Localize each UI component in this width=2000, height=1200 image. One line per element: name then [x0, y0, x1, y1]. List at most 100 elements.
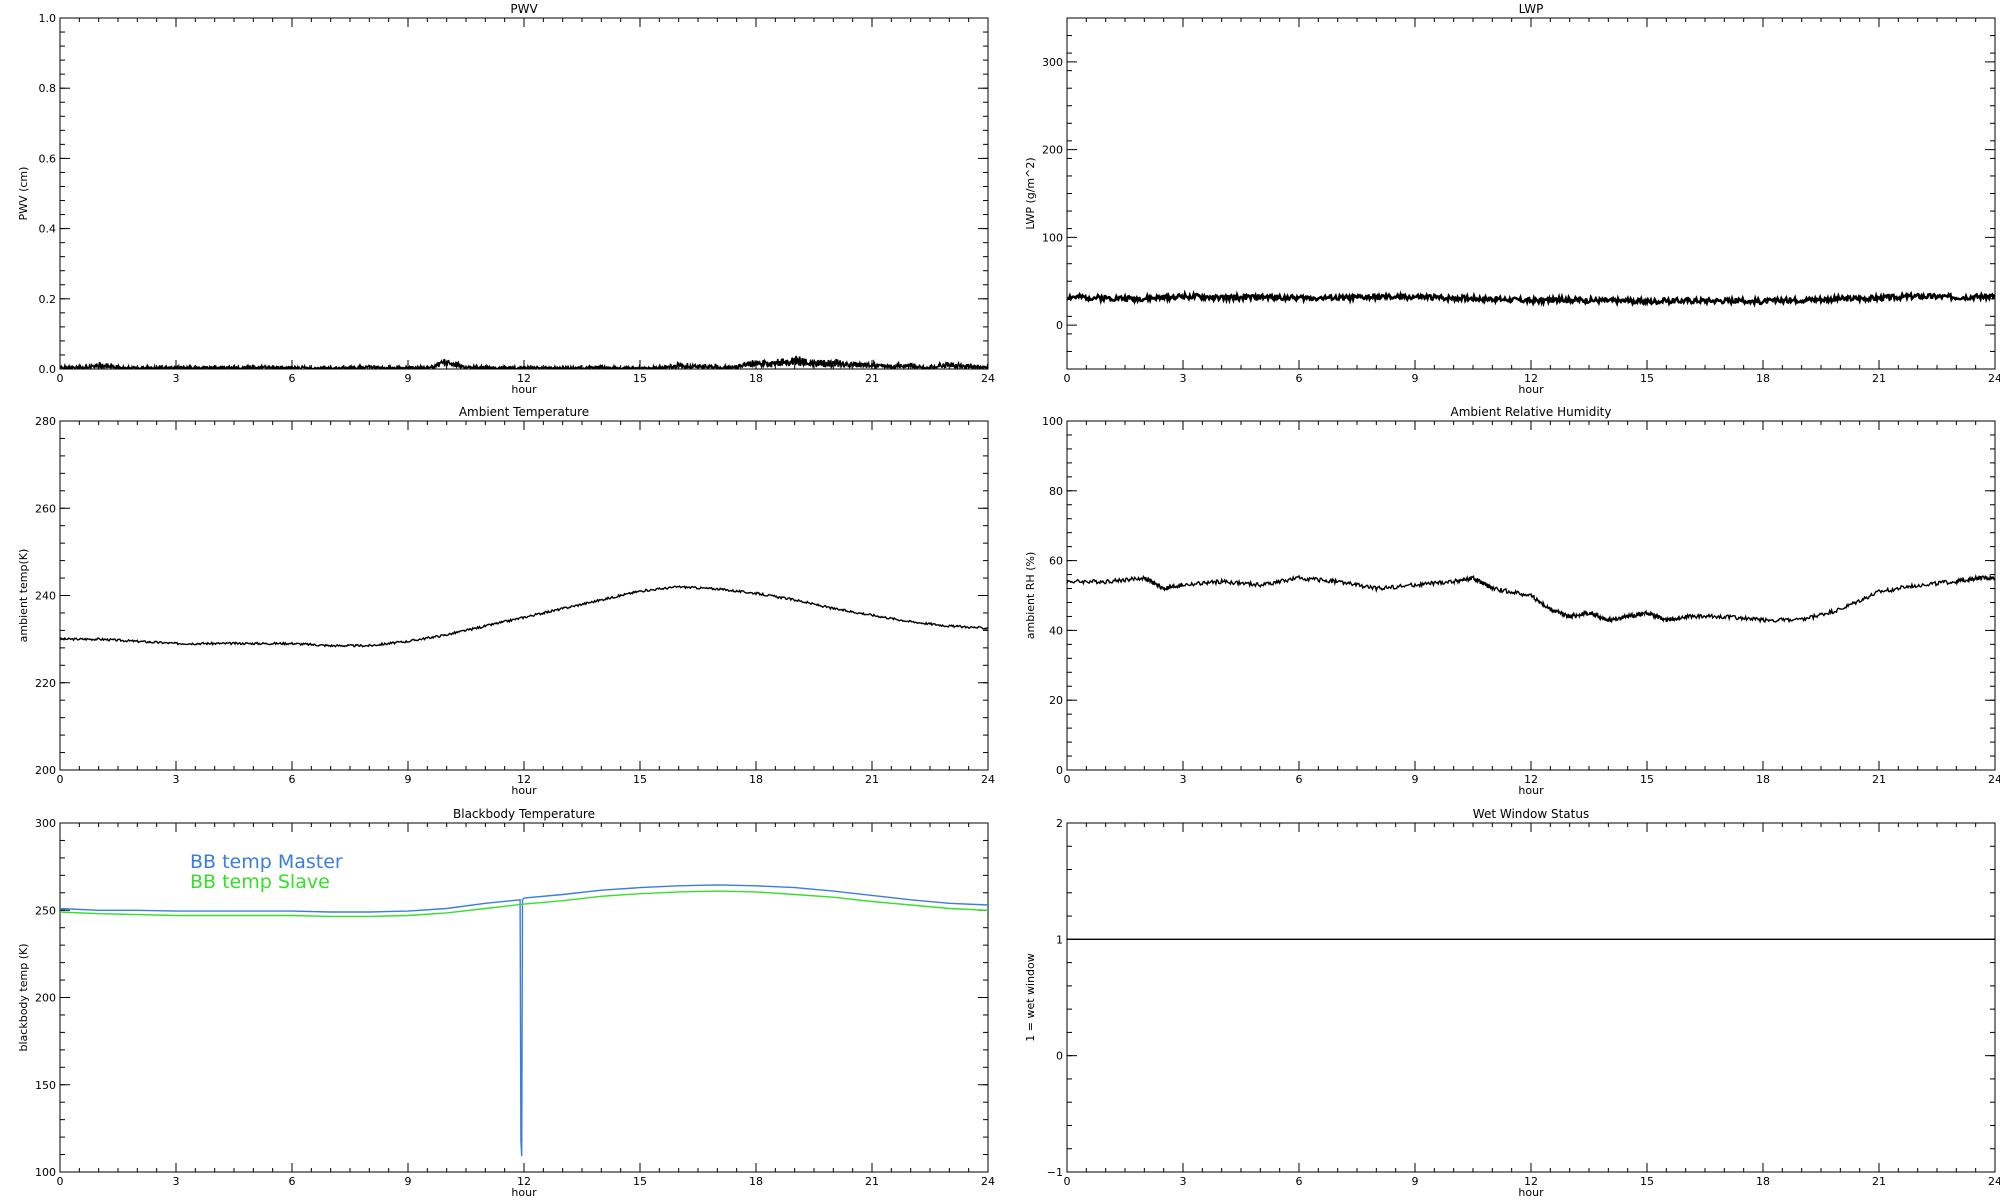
x-tick-label: 9	[405, 773, 412, 786]
x-axis-label: hour	[1518, 784, 1544, 797]
y-tick-label: 60	[1049, 555, 1063, 568]
y-axis-label: PWV (cm)	[17, 167, 30, 221]
y-tick-label: 200	[1042, 144, 1063, 157]
y-tick-label: 40	[1049, 624, 1063, 637]
x-tick-label: 6	[289, 372, 296, 385]
y-tick-label: 0.0	[39, 363, 57, 376]
y-tick-label: 200	[35, 764, 56, 777]
series-line-bb-temp-slave	[60, 890, 988, 918]
y-tick-label: 200	[35, 992, 56, 1005]
x-tick-label: 6	[289, 1175, 296, 1188]
y-tick-label: −1	[1047, 1166, 1063, 1179]
chart-panel-3: Ambient Relative Humidity 0 3 6 9 12 15 18 21 24 h…	[1024, 405, 2000, 797]
x-tick-label: 3	[173, 773, 180, 786]
y-axis-label: blackbody temp (K)	[17, 944, 30, 1052]
x-tick-label: 3	[1180, 1175, 1187, 1188]
plot-frame	[1066, 17, 1996, 370]
y-tick-label: 0.6	[39, 152, 57, 165]
chart-panel-1: LWP 0 3 6 9 12 15 18 21 24 hour 0 100 200 300 LWP (g/m^…	[1024, 2, 2000, 396]
y-tick-label: 0	[1056, 319, 1063, 332]
x-tick-label: 9	[405, 1175, 412, 1188]
x-tick-label: 9	[405, 372, 412, 385]
x-tick-label: 21	[865, 372, 879, 385]
y-tick-label: 0.4	[39, 223, 57, 236]
x-axis-label: hour	[511, 1186, 537, 1199]
x-tick-label: 6	[1296, 1175, 1303, 1188]
y-tick-label: 260	[35, 502, 56, 515]
x-tick-label: 0	[1064, 773, 1071, 786]
x-tick-label: 12	[517, 1175, 531, 1188]
x-tick-label: 9	[1412, 773, 1419, 786]
x-tick-label: 12	[1524, 773, 1538, 786]
x-tick-label: 6	[1296, 773, 1303, 786]
y-tick-label: 100	[35, 1166, 56, 1179]
x-tick-label: 21	[1872, 372, 1886, 385]
x-tick-label: 15	[633, 773, 647, 786]
plot-frame	[59, 420, 989, 771]
x-tick-label: 15	[633, 372, 647, 385]
x-tick-label: 21	[1872, 773, 1886, 786]
x-tick-label: 3	[173, 372, 180, 385]
y-tick-label: 300	[35, 817, 56, 830]
x-tick-label: 18	[1756, 1175, 1770, 1188]
x-axis-label: hour	[511, 383, 537, 396]
x-tick-label: 12	[1524, 372, 1538, 385]
y-tick-label: 2	[1056, 817, 1063, 830]
y-axis-label: ambient RH (%)	[1024, 552, 1037, 640]
chart-title: Blackbody Temperature	[453, 807, 595, 821]
y-tick-label: 220	[35, 677, 56, 690]
y-tick-label: 240	[35, 590, 56, 603]
x-tick-label: 12	[517, 773, 531, 786]
x-tick-label: 12	[1524, 1175, 1538, 1188]
x-tick-label: 24	[1988, 773, 2000, 786]
x-axis-label: hour	[511, 784, 537, 797]
legend-entry: BB temp Slave	[190, 871, 330, 893]
x-tick-label: 15	[633, 1175, 647, 1188]
y-tick-label: 250	[35, 904, 56, 917]
x-axis-label: hour	[1518, 1186, 1544, 1199]
x-tick-label: 24	[981, 773, 995, 786]
plot-frame	[59, 17, 989, 370]
chart-title: PWV	[510, 2, 538, 16]
x-tick-label: 24	[981, 1175, 995, 1188]
series-line	[1067, 573, 1995, 624]
y-tick-label: 150	[35, 1079, 56, 1092]
x-tick-label: 6	[1296, 372, 1303, 385]
plot-frame	[1066, 822, 1996, 1173]
x-tick-label: 3	[173, 1175, 180, 1188]
x-tick-label: 9	[1412, 372, 1419, 385]
legend-entry: BB temp Master	[190, 851, 343, 873]
x-tick-label: 0	[57, 773, 64, 786]
y-tick-label: 280	[35, 415, 56, 428]
x-tick-label: 0	[1064, 372, 1071, 385]
y-tick-label: 80	[1049, 485, 1063, 498]
series-line	[1067, 289, 1995, 308]
chart-title: Ambient Temperature	[459, 405, 589, 419]
x-tick-label: 3	[1180, 773, 1187, 786]
x-tick-label: 18	[749, 1175, 763, 1188]
x-tick-label: 0	[57, 372, 64, 385]
chart-panel-0: PWV 0 3 6 9 12 15 18 21 24 hour 0.0 0.2 0.4 0.6 0.8 1.0 P…	[17, 2, 995, 396]
y-tick-label: 0.8	[39, 82, 57, 95]
series-line	[60, 355, 988, 369]
x-tick-label: 21	[865, 773, 879, 786]
x-tick-label: 21	[1872, 1175, 1886, 1188]
x-tick-label: 24	[1988, 1175, 2000, 1188]
x-tick-label: 24	[1988, 372, 2000, 385]
y-axis-label: ambient temp(K)	[17, 549, 30, 643]
y-tick-label: 100	[1042, 231, 1063, 244]
y-tick-label: 100	[1042, 415, 1063, 428]
y-axis-label: LWP (g/m^2)	[1024, 157, 1037, 229]
series-line	[60, 585, 988, 648]
chart-title: Wet Window Status	[1473, 807, 1589, 821]
x-tick-label: 18	[749, 372, 763, 385]
x-tick-label: 0	[57, 1175, 64, 1188]
x-tick-label: 15	[1640, 1175, 1654, 1188]
x-tick-label: 12	[517, 372, 531, 385]
x-tick-label: 6	[289, 773, 296, 786]
x-tick-label: 15	[1640, 773, 1654, 786]
chart-title: LWP	[1519, 2, 1544, 16]
x-tick-label: 18	[1756, 773, 1770, 786]
x-tick-label: 21	[865, 1175, 879, 1188]
